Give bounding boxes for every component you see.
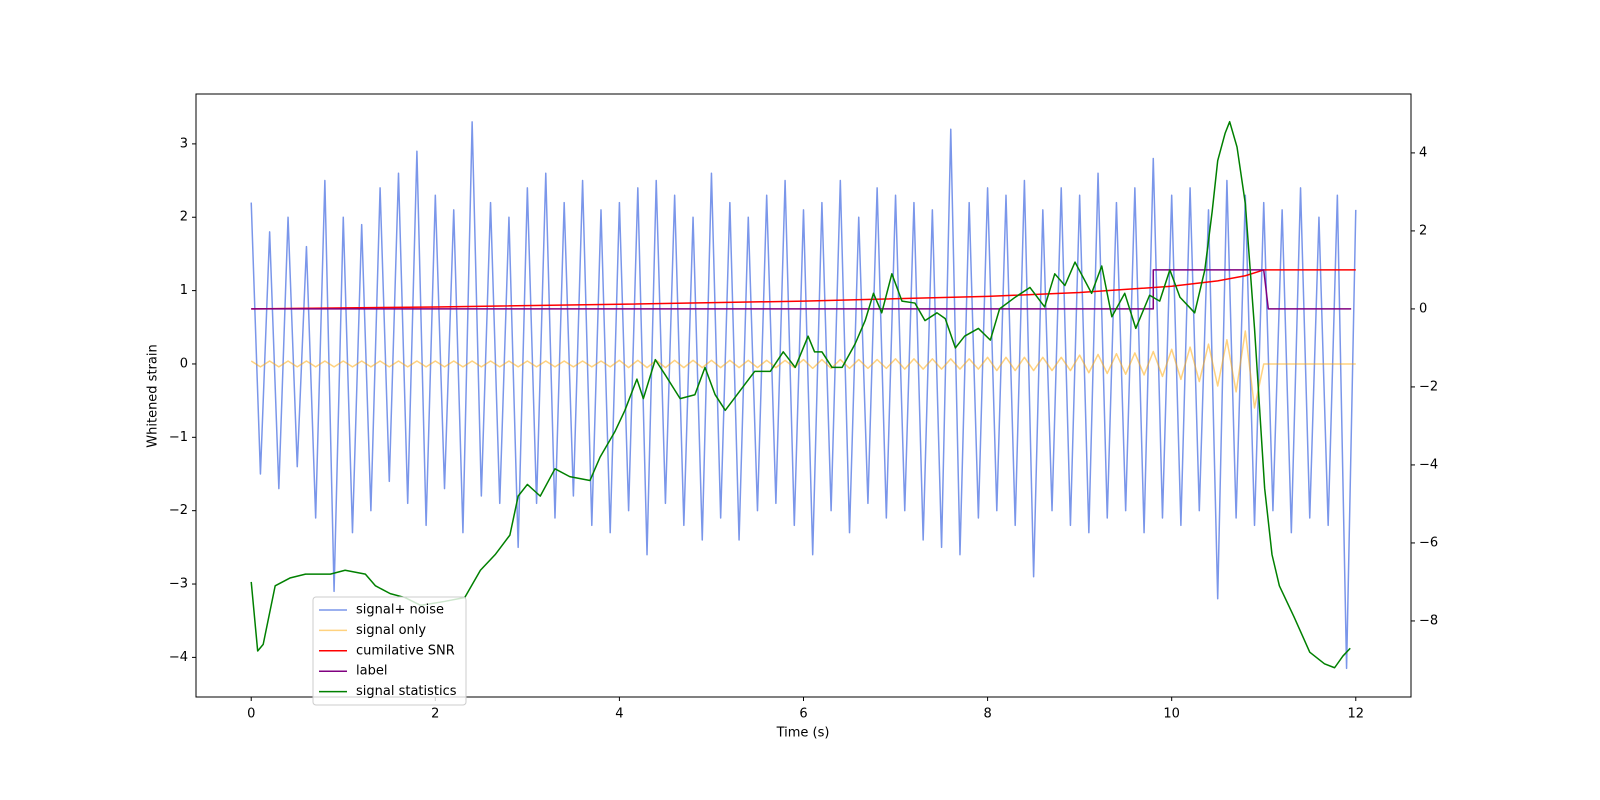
y-tick-label: −2 xyxy=(169,503,188,518)
y2-tick-label: 4 xyxy=(1419,145,1427,160)
legend-box xyxy=(312,596,467,706)
series-line xyxy=(251,269,1356,310)
y-tick-label: −3 xyxy=(169,577,188,592)
legend-label: label xyxy=(356,664,387,679)
y-tick-label: −4 xyxy=(169,650,188,665)
y-axis-label: Whitened strain xyxy=(146,344,161,447)
x-tick-label: 6 xyxy=(799,707,807,722)
y-tick-label: 1 xyxy=(180,283,188,298)
y2-tick-label: 2 xyxy=(1419,223,1427,238)
x-tick-label: 4 xyxy=(615,707,623,722)
legend-label: signal only xyxy=(356,623,426,638)
legend-label: signal+ noise xyxy=(356,603,444,618)
x-tick-label: 12 xyxy=(1347,707,1364,722)
y2-tick-label: −8 xyxy=(1419,613,1438,628)
series-line xyxy=(251,269,1352,310)
series-line xyxy=(250,120,1351,669)
x-tick-label: 8 xyxy=(983,707,991,722)
y-tick-label: 2 xyxy=(180,210,188,225)
x-tick-label: 2 xyxy=(431,707,439,722)
x-tick-label: 10 xyxy=(1163,707,1180,722)
series-line xyxy=(250,121,1357,670)
x-tick-label: 0 xyxy=(247,707,255,722)
y2-tick-label: −2 xyxy=(1419,379,1438,394)
y-tick-label: 0 xyxy=(180,356,188,371)
y2-tick-label: −6 xyxy=(1419,535,1438,550)
x-axis-label: Time (s) xyxy=(776,726,830,741)
legend: signal+ noise signal only cumilative SNR la… xyxy=(312,596,467,706)
y-tick-label: −1 xyxy=(169,430,188,445)
y2-tick-label: −4 xyxy=(1419,457,1438,472)
y-tick-label: 3 xyxy=(180,136,188,151)
series-line xyxy=(250,330,1356,409)
legend-label: cumilative SNR xyxy=(356,643,455,658)
y2-tick-label: 0 xyxy=(1419,301,1427,316)
legend-label: signal statistics xyxy=(356,684,457,699)
